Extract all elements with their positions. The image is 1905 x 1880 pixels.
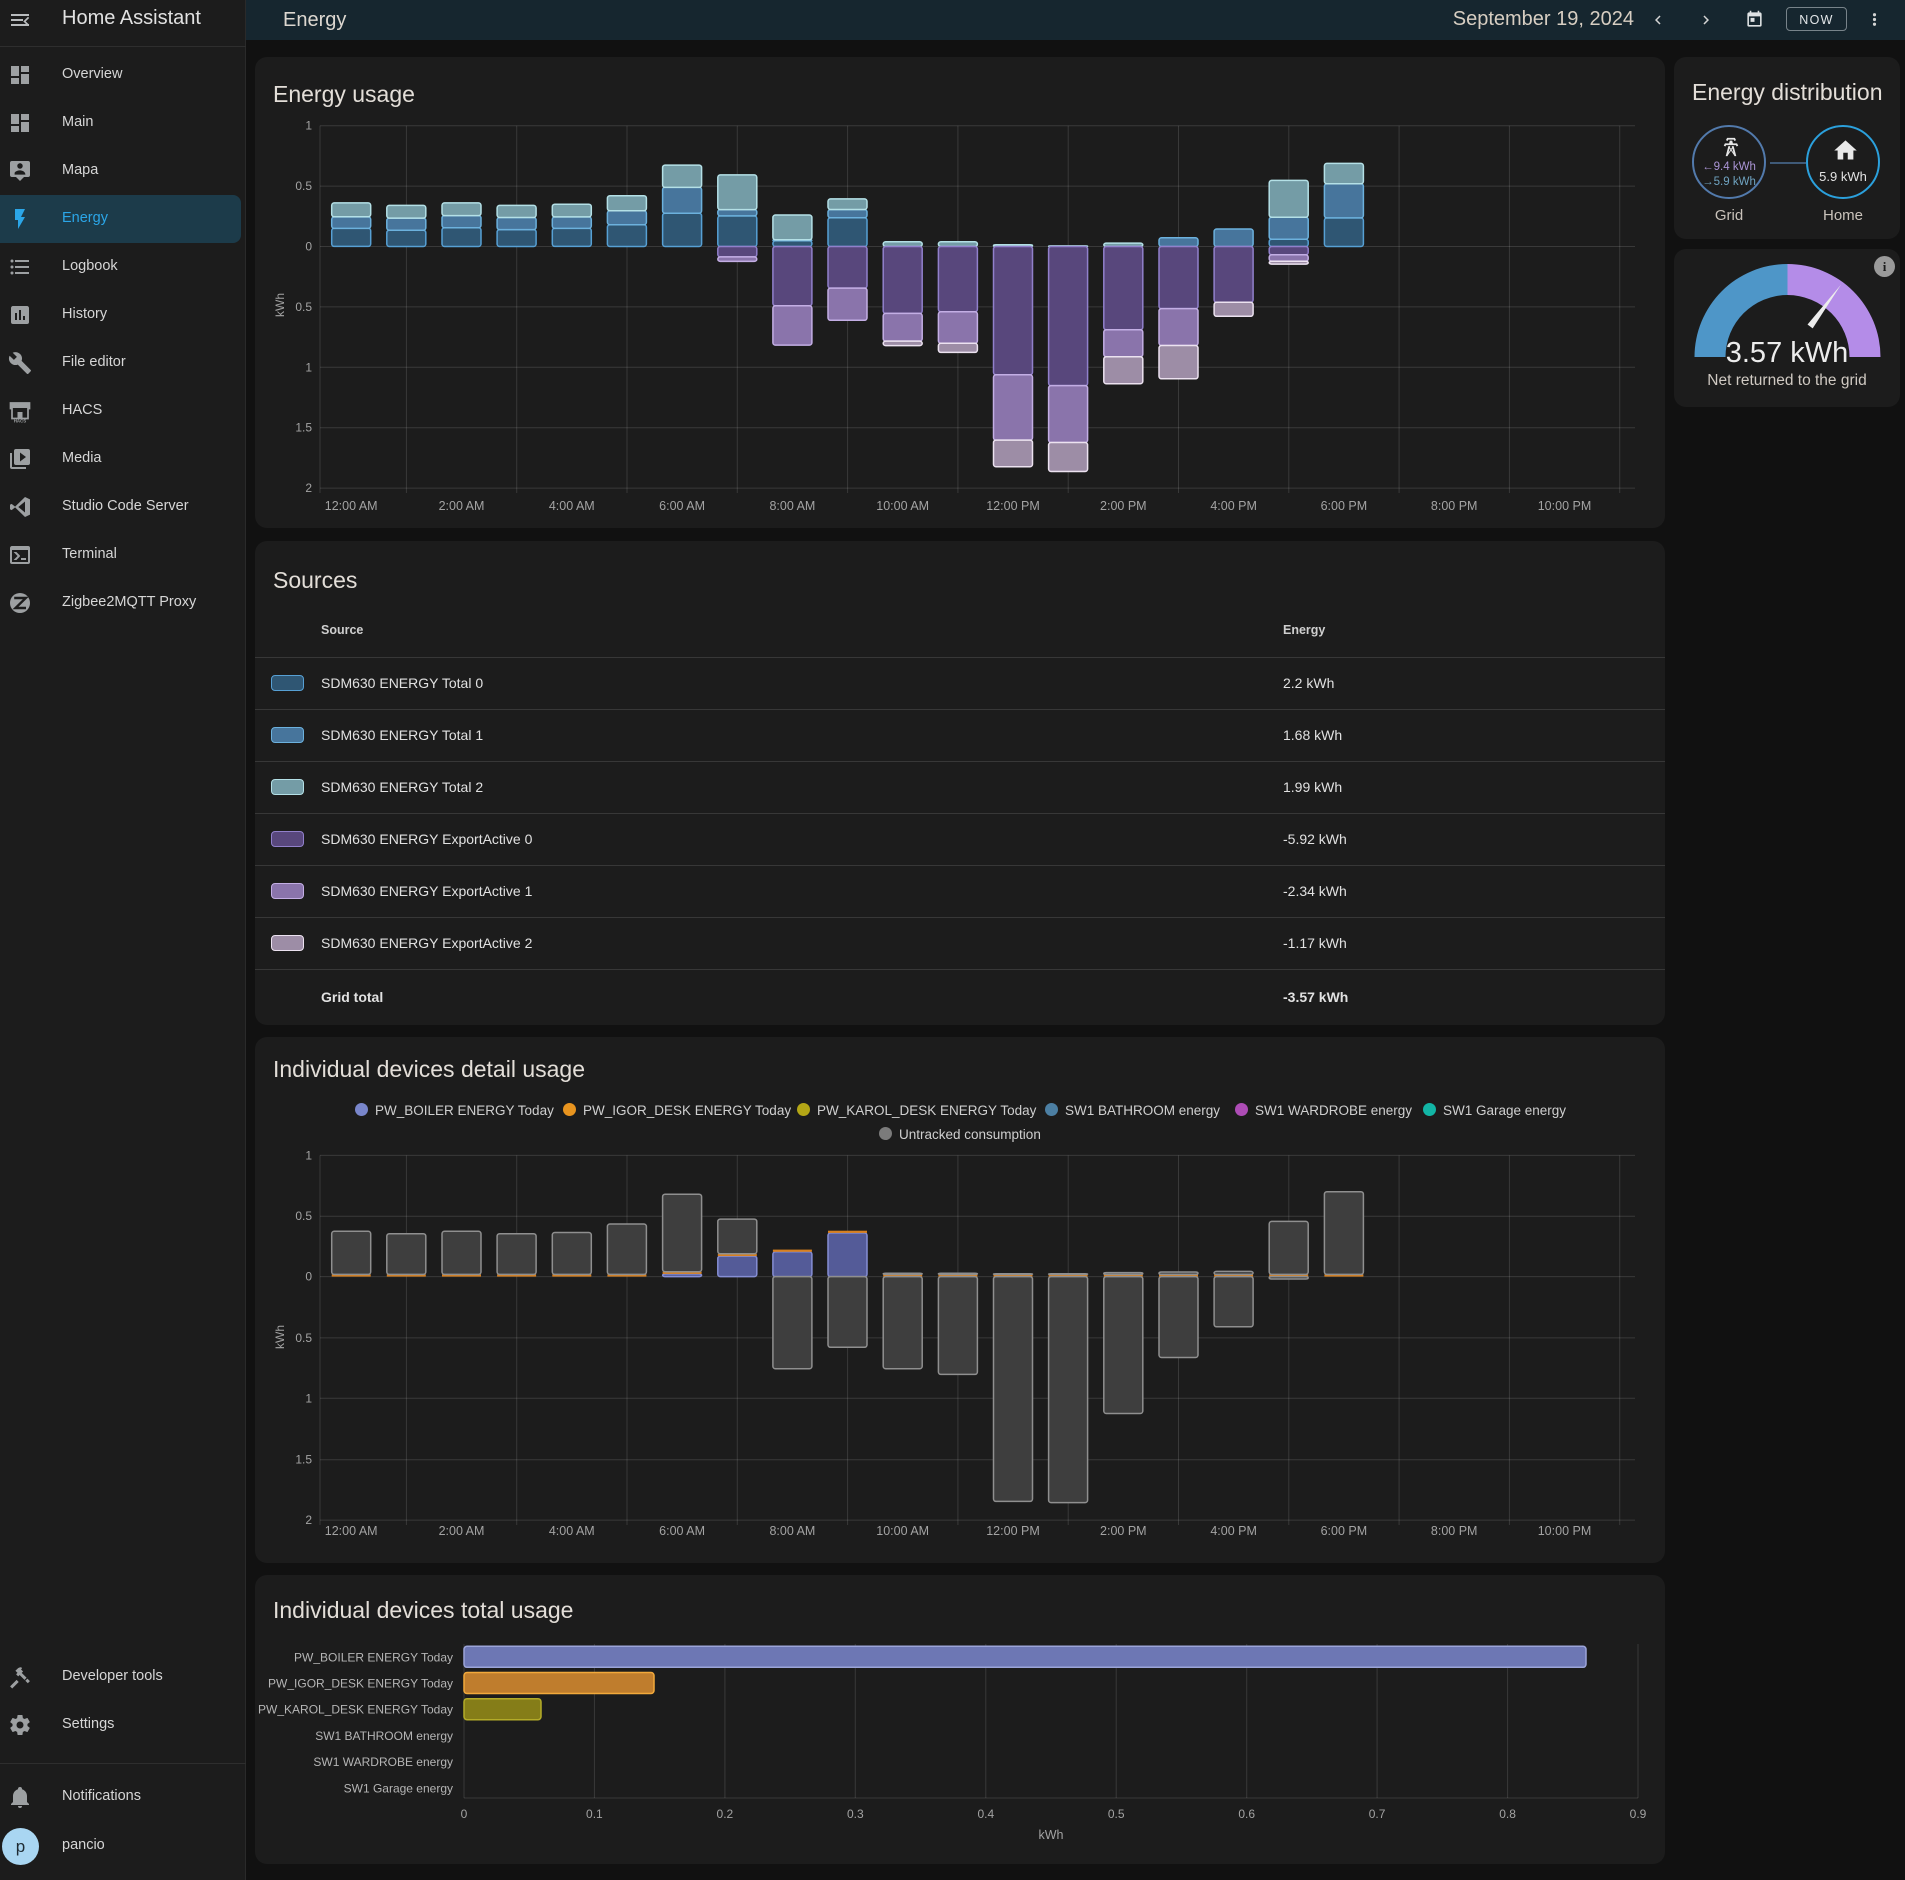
svg-text:1: 1 — [305, 1148, 312, 1162]
svg-text:8:00 AM: 8:00 AM — [769, 499, 815, 513]
svg-text:2: 2 — [305, 481, 312, 495]
svg-text:0.5: 0.5 — [295, 179, 312, 193]
svg-text:6:00 PM: 6:00 PM — [1321, 1524, 1368, 1538]
svg-text:12:00 PM: 12:00 PM — [986, 1524, 1040, 1538]
svg-text:0.6: 0.6 — [1238, 1807, 1255, 1821]
svg-text:10:00 AM: 10:00 AM — [876, 1524, 929, 1538]
svg-text:10:00 PM: 10:00 PM — [1538, 1524, 1592, 1538]
svg-text:kWh: kWh — [273, 1325, 287, 1349]
svg-text:4:00 AM: 4:00 AM — [549, 499, 595, 513]
svg-text:SW1 WARDROBE energy: SW1 WARDROBE energy — [313, 1755, 453, 1769]
svg-text:1: 1 — [305, 119, 312, 133]
svg-text:8:00 AM: 8:00 AM — [769, 1524, 815, 1538]
svg-text:8:00 PM: 8:00 PM — [1431, 499, 1478, 513]
svg-text:0.5: 0.5 — [295, 1331, 312, 1345]
svg-text:0.5: 0.5 — [295, 300, 312, 314]
svg-text:4:00 PM: 4:00 PM — [1210, 1524, 1257, 1538]
svg-text:0.5: 0.5 — [295, 1209, 312, 1223]
svg-text:2:00 PM: 2:00 PM — [1100, 1524, 1147, 1538]
svg-text:4:00 AM: 4:00 AM — [549, 1524, 595, 1538]
svg-text:6:00 PM: 6:00 PM — [1321, 499, 1368, 513]
svg-text:PW_BOILER ENERGY Today: PW_BOILER ENERGY Today — [294, 1650, 453, 1664]
svg-text:0.7: 0.7 — [1369, 1807, 1386, 1821]
svg-text:0: 0 — [305, 1270, 312, 1284]
svg-text:HACS: HACS — [14, 418, 27, 423]
svg-text:6:00 AM: 6:00 AM — [659, 1524, 705, 1538]
svg-text:0: 0 — [461, 1807, 468, 1821]
svg-text:10:00 AM: 10:00 AM — [876, 499, 929, 513]
svg-text:1: 1 — [305, 360, 312, 374]
svg-text:2:00 AM: 2:00 AM — [439, 499, 485, 513]
svg-text:kWh: kWh — [273, 293, 287, 317]
svg-text:4:00 PM: 4:00 PM — [1210, 499, 1257, 513]
svg-text:1.5: 1.5 — [295, 1453, 312, 1467]
svg-text:2:00 PM: 2:00 PM — [1100, 499, 1147, 513]
svg-text:PW_KAROL_DESK ENERGY Today: PW_KAROL_DESK ENERGY Today — [258, 1703, 453, 1717]
svg-text:PW_IGOR_DESK ENERGY Today: PW_IGOR_DESK ENERGY Today — [268, 1677, 453, 1691]
svg-text:12:00 AM: 12:00 AM — [325, 499, 378, 513]
svg-text:0.3: 0.3 — [847, 1807, 864, 1821]
svg-text:1.5: 1.5 — [295, 421, 312, 435]
svg-text:2:00 AM: 2:00 AM — [439, 1524, 485, 1538]
svg-text:2: 2 — [305, 1513, 312, 1527]
svg-text:SW1 BATHROOM energy: SW1 BATHROOM energy — [315, 1729, 453, 1743]
svg-text:12:00 AM: 12:00 AM — [325, 1524, 378, 1538]
svg-text:0.1: 0.1 — [586, 1807, 603, 1821]
svg-text:0.5: 0.5 — [1108, 1807, 1125, 1821]
svg-text:10:00 PM: 10:00 PM — [1538, 499, 1592, 513]
svg-text:1: 1 — [305, 1391, 312, 1405]
svg-text:kWh: kWh — [1039, 1828, 1064, 1842]
svg-text:0.2: 0.2 — [717, 1807, 734, 1821]
svg-text:0.9: 0.9 — [1630, 1807, 1647, 1821]
svg-text:0: 0 — [305, 240, 312, 254]
svg-text:0.4: 0.4 — [977, 1807, 994, 1821]
svg-text:12:00 PM: 12:00 PM — [986, 499, 1040, 513]
svg-text:8:00 PM: 8:00 PM — [1431, 1524, 1478, 1538]
svg-text:0.8: 0.8 — [1499, 1807, 1516, 1821]
svg-text:SW1 Garage energy: SW1 Garage energy — [344, 1781, 453, 1795]
svg-text:6:00 AM: 6:00 AM — [659, 499, 705, 513]
